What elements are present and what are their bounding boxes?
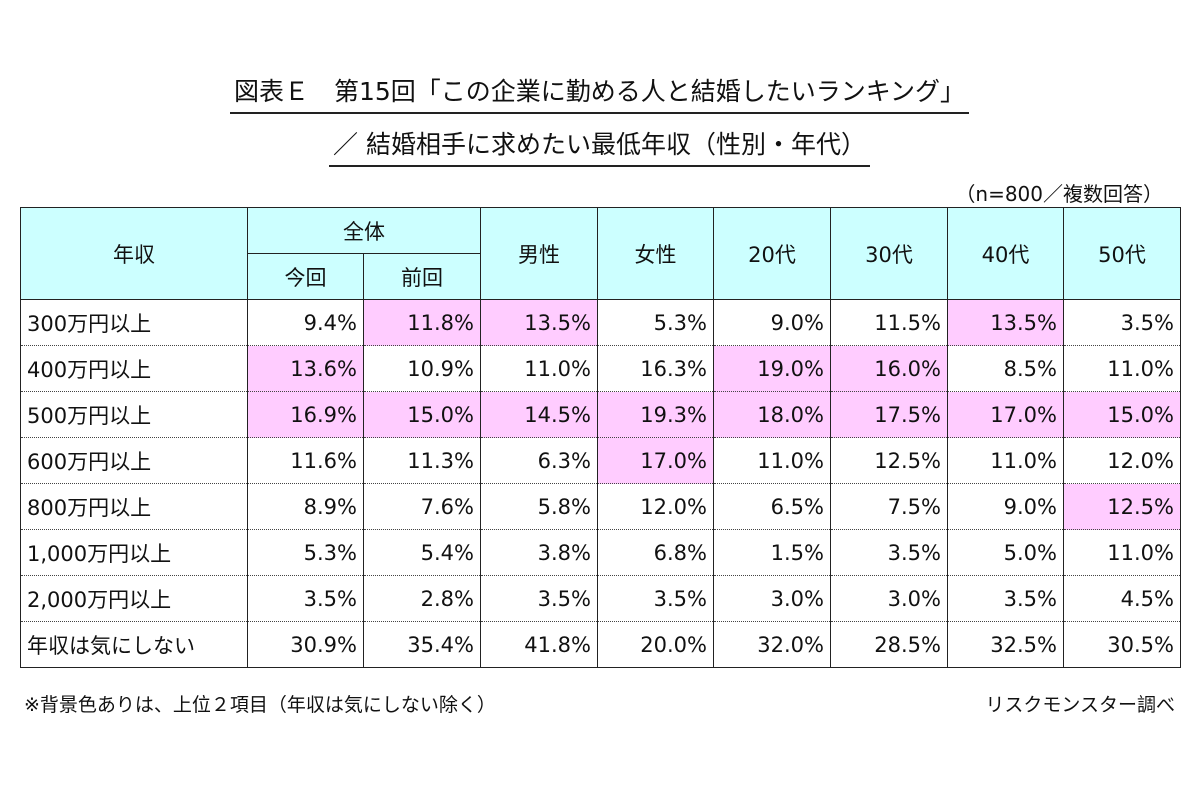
table-cell: 19.0%	[713, 345, 831, 392]
table-cell: 14.5%	[480, 391, 598, 438]
table-cell: 12.0%	[1063, 437, 1181, 484]
table-cell: 5.4%	[363, 529, 481, 576]
table-cell: 19.3%	[597, 391, 714, 438]
table-cell: 9.4%	[247, 299, 364, 346]
table-row: 300万円以上 9.4% 11.8% 13.5% 5.3% 9.0% 11.5% 13.5% 3…	[20, 299, 1181, 346]
table-cell: 9.0%	[713, 299, 831, 346]
row-label: 800万円以上	[20, 483, 248, 530]
footnote: ※背景色ありは、上位２項目（年収は気にしない除く）	[24, 694, 496, 716]
table-cell: 3.0%	[713, 575, 831, 622]
table-cell: 5.3%	[597, 299, 714, 346]
header-income: 年収	[20, 207, 248, 300]
table-cell: 11.0%	[1063, 529, 1181, 576]
table-cell: 16.3%	[597, 345, 714, 392]
income-table: 年収 全体 男性 女性 20代 30代 40代 50代 今回 前回 300万円以…	[20, 207, 1181, 668]
row-label: 年収は気にしない	[20, 621, 248, 668]
table-cell: 11.6%	[247, 437, 364, 484]
table-cell: 10.9%	[363, 345, 481, 392]
table-cell: 30.9%	[247, 621, 364, 668]
row-label: 2,000万円以上	[20, 575, 248, 622]
table-cell: 15.0%	[363, 391, 481, 438]
table-cell: 32.5%	[947, 621, 1064, 668]
table-cell: 11.0%	[1063, 345, 1181, 392]
table-row: 800万円以上 8.9% 7.6% 5.8% 12.0% 6.5% 7.5% 9.0% 12.5…	[20, 483, 1181, 530]
row-label: 500万円以上	[20, 391, 248, 438]
table-cell: 30.5%	[1063, 621, 1181, 668]
table-row: 1,000万円以上 5.3% 5.4% 3.8% 6.8% 1.5% 3.5% 5.0% 11.…	[20, 529, 1181, 576]
table-cell: 3.5%	[247, 575, 364, 622]
row-label: 600万円以上	[20, 437, 248, 484]
table-cell: 3.8%	[480, 529, 598, 576]
table-cell: 7.5%	[830, 483, 948, 530]
table-cell: 9.0%	[947, 483, 1064, 530]
header-overall: 全体	[247, 207, 481, 254]
header-40s: 40代	[947, 207, 1064, 300]
table-cell: 4.5%	[1063, 575, 1181, 622]
table-cell: 17.0%	[947, 391, 1064, 438]
table-cell: 6.5%	[713, 483, 831, 530]
table-cell: 12.5%	[1063, 483, 1181, 530]
table-cell: 41.8%	[480, 621, 598, 668]
row-label: 400万円以上	[20, 345, 248, 392]
table-cell: 12.0%	[597, 483, 714, 530]
sample-note: （n=800／複数回答）	[955, 182, 1163, 206]
table-row: 年収は気にしない 30.9% 35.4% 41.8% 20.0% 32.0% 28.5% 32…	[20, 621, 1181, 668]
table-cell: 11.3%	[363, 437, 481, 484]
table-cell: 1.5%	[713, 529, 831, 576]
chart-subtitle: ／ 結婚相手に求めたい最低年収（性別・年代）	[0, 125, 1199, 167]
table-cell: 3.5%	[1063, 299, 1181, 346]
table-cell: 3.5%	[480, 575, 598, 622]
header-female: 女性	[597, 207, 714, 300]
table-cell: 17.5%	[830, 391, 948, 438]
table-row: 400万円以上 13.6% 10.9% 11.0% 16.3% 19.0% 16.0% 8.5…	[20, 345, 1181, 392]
header-male: 男性	[480, 207, 598, 300]
table-cell: 15.0%	[1063, 391, 1181, 438]
row-label: 300万円以上	[20, 299, 248, 346]
header-current: 今回	[247, 253, 364, 300]
chart-title: 図表Ｅ 第15回「この企業に勤める人と結婚したいランキング」	[0, 72, 1199, 114]
table-cell: 11.0%	[480, 345, 598, 392]
table-cell: 13.5%	[480, 299, 598, 346]
header-30s: 30代	[830, 207, 948, 300]
table-cell: 8.5%	[947, 345, 1064, 392]
table-cell: 20.0%	[597, 621, 714, 668]
header-20s: 20代	[713, 207, 831, 300]
table-cell: 35.4%	[363, 621, 481, 668]
table-cell: 5.3%	[247, 529, 364, 576]
table-cell: 11.5%	[830, 299, 948, 346]
table-cell: 2.8%	[363, 575, 481, 622]
table-cell: 11.0%	[947, 437, 1064, 484]
table-row: 2,000万円以上 3.5% 2.8% 3.5% 3.5% 3.0% 3.0% 3.5% 4.5…	[20, 575, 1181, 622]
table-cell: 7.6%	[363, 483, 481, 530]
table-cell: 16.0%	[830, 345, 948, 392]
table-cell: 11.0%	[713, 437, 831, 484]
table-cell: 11.8%	[363, 299, 481, 346]
table-cell: 17.0%	[597, 437, 714, 484]
table-cell: 5.0%	[947, 529, 1064, 576]
table-cell: 32.0%	[713, 621, 831, 668]
table-row: 500万円以上 16.9% 15.0% 14.5% 19.3% 18.0% 17.5% 17.…	[20, 391, 1181, 438]
table-cell: 5.8%	[480, 483, 598, 530]
table-cell: 8.9%	[247, 483, 364, 530]
table-cell: 3.5%	[947, 575, 1064, 622]
table-cell: 28.5%	[830, 621, 948, 668]
table-cell: 3.5%	[830, 529, 948, 576]
table-cell: 3.5%	[597, 575, 714, 622]
table-cell: 6.3%	[480, 437, 598, 484]
table-row: 600万円以上 11.6% 11.3% 6.3% 17.0% 11.0% 12.5% 11.0…	[20, 437, 1181, 484]
table-cell: 13.6%	[247, 345, 364, 392]
table-cell: 18.0%	[713, 391, 831, 438]
table-cell: 6.8%	[597, 529, 714, 576]
source-note: リスクモンスター調べ	[985, 694, 1175, 716]
header-previous: 前回	[363, 253, 481, 300]
table-cell: 16.9%	[247, 391, 364, 438]
table-cell: 13.5%	[947, 299, 1064, 346]
table-cell: 3.0%	[830, 575, 948, 622]
table-cell: 12.5%	[830, 437, 948, 484]
header-50s: 50代	[1063, 207, 1181, 300]
row-label: 1,000万円以上	[20, 529, 248, 576]
